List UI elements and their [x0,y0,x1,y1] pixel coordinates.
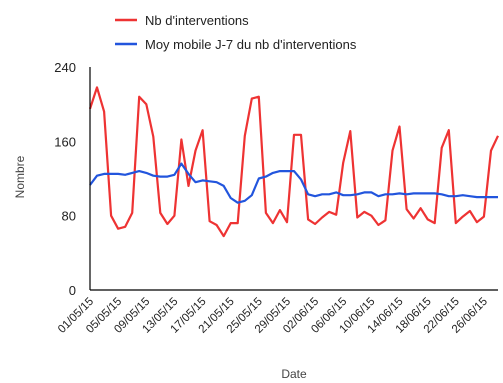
legend-label-interventions: Nb d'interventions [145,13,249,28]
y-tick-label: 0 [69,283,76,298]
y-tick-label: 80 [62,209,76,224]
legend-label-moving-average: Moy mobile J-7 du nb d'interventions [145,37,357,52]
plot-area [88,67,499,291]
legend: Nb d'interventions Moy mobile J-7 du nb … [115,13,357,52]
series-line-moving-average [89,162,498,204]
y-axis-ticks: 0 80 160 240 [54,60,76,298]
x-axis-title: Date [281,367,307,381]
y-tick-label: 160 [54,134,76,149]
x-axis-ticks: 01/05/1505/05/1509/05/1513/05/1517/05/15… [56,296,490,336]
series-line-interventions [88,86,499,238]
y-tick-label: 240 [54,60,76,75]
y-axis-title: Nombre [13,155,27,198]
